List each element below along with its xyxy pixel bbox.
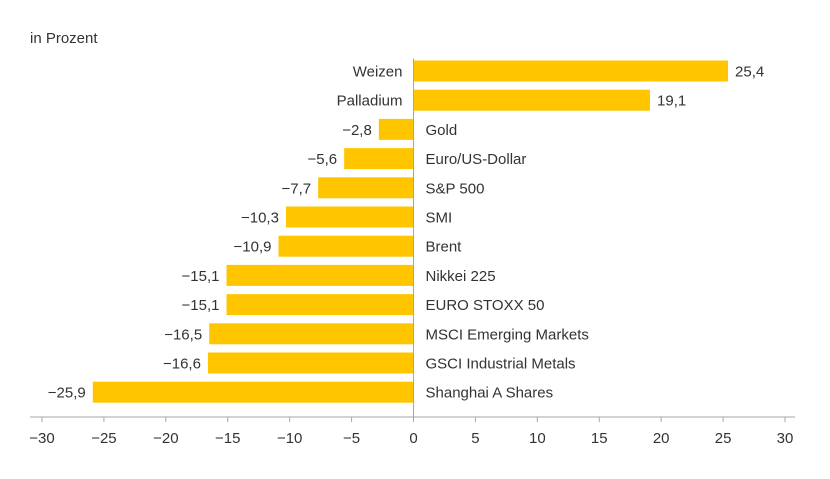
- category-label: Brent: [426, 239, 463, 256]
- category-label: EURO STOXX 50: [426, 297, 545, 314]
- bar: [318, 177, 414, 199]
- x-tick-label: 25: [715, 430, 732, 447]
- x-tick-label: −25: [91, 430, 116, 447]
- bar-value-label: −10,9: [234, 239, 272, 256]
- bar-value-label: −2,8: [342, 122, 372, 139]
- bar: [226, 294, 414, 316]
- x-tick-label: 0: [409, 430, 417, 447]
- category-label: Euro/US-Dollar: [426, 151, 527, 168]
- bar: [344, 148, 414, 170]
- bar: [209, 323, 414, 345]
- bar: [285, 206, 414, 228]
- bar: [378, 118, 414, 140]
- category-label: SMI: [426, 210, 453, 227]
- bar-value-label: −7,7: [282, 180, 312, 197]
- bar-value-label: 19,1: [657, 93, 686, 110]
- x-tick-label: 10: [529, 430, 546, 447]
- x-tick-label: −15: [215, 430, 240, 447]
- x-tick-label: 5: [471, 430, 479, 447]
- bar-value-label: −15,1: [182, 268, 220, 285]
- bar-value-label: −5,6: [308, 151, 338, 168]
- x-tick-label: −10: [277, 430, 302, 447]
- x-tick-label: 20: [653, 430, 670, 447]
- x-tick-label: 15: [591, 430, 608, 447]
- unit-label: in Prozent: [30, 30, 98, 47]
- bar: [207, 352, 414, 374]
- bar-value-label: −25,9: [48, 385, 86, 402]
- x-tick-label: 30: [777, 430, 794, 447]
- category-label: MSCI Emerging Markets: [426, 326, 589, 343]
- category-label: Nikkei 225: [426, 268, 496, 285]
- bar: [92, 381, 414, 403]
- bar-value-label: −16,5: [164, 326, 202, 343]
- x-tick-label: −30: [29, 430, 54, 447]
- category-label: Gold: [426, 122, 458, 139]
- category-label: Palladium: [337, 93, 403, 110]
- category-label: Shanghai A Shares: [426, 385, 554, 402]
- bar-value-label: 25,4: [735, 64, 764, 81]
- bar-value-label: −10,3: [241, 210, 279, 227]
- category-label: Weizen: [353, 64, 403, 81]
- category-label: GSCI Industrial Metals: [426, 356, 576, 373]
- bar-value-label: −15,1: [182, 297, 220, 314]
- bar: [413, 89, 651, 111]
- x-tick-label: −5: [343, 430, 360, 447]
- bar-value-label: −16,6: [163, 356, 201, 373]
- bar: [226, 264, 414, 286]
- bar: [413, 60, 729, 82]
- bar: [278, 235, 414, 257]
- category-label: S&P 500: [426, 180, 485, 197]
- x-tick-label: −20: [153, 430, 178, 447]
